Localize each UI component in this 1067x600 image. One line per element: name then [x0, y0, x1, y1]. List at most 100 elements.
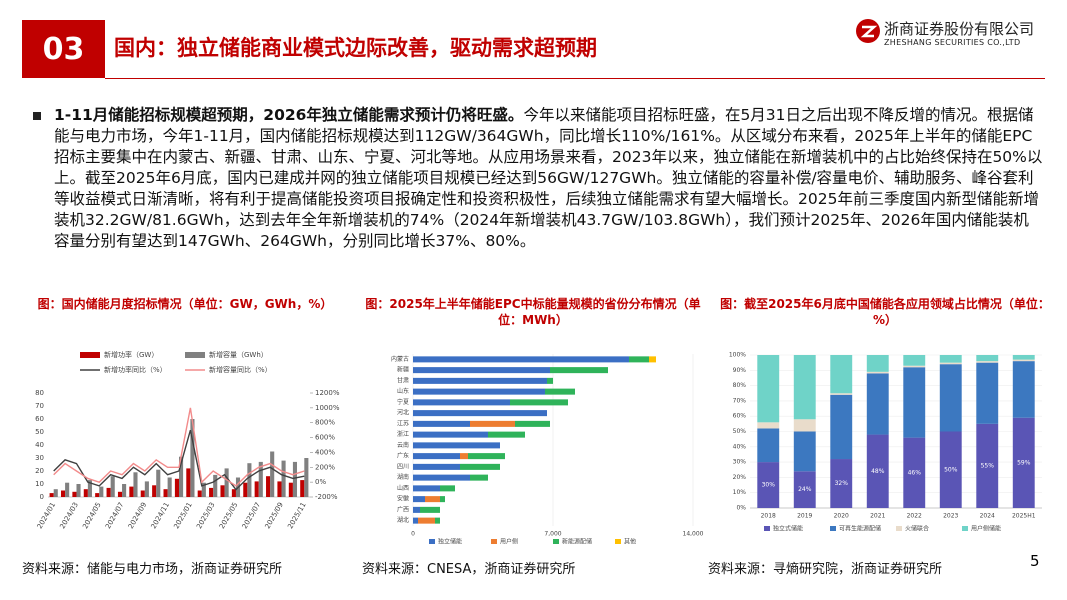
bar: [277, 481, 282, 497]
bar: [224, 468, 229, 497]
bar-segment: [413, 517, 418, 524]
bar-segment: [866, 371, 889, 374]
bar-segment: [830, 355, 853, 394]
y-tick-label: 100%: [729, 352, 746, 359]
paragraph-text: 今年以来储能项目招标旺盛，在5月31日之后出现不降反增的情况。根据储能与电力市场…: [54, 106, 1043, 250]
y-tick-label: 30%: [733, 459, 747, 466]
bar-segment: [413, 356, 629, 363]
bar-segment: [830, 394, 853, 460]
bar: [122, 484, 127, 497]
x-tick-label: 2025/01: [172, 501, 193, 530]
legend-label: 独立储能: [438, 538, 462, 546]
value-label: 59%: [1017, 459, 1031, 466]
bar-segment: [510, 399, 568, 406]
chart: 0 7,000 14,000 内蒙古新疆甘肃山东宁夏河北江苏浙江云南广东四川湖南山西安…: [391, 354, 704, 546]
body-text: 1-11月储能招标规模超预期，2026年独立储能需求预计仍将旺盛。今年以来储能项…: [54, 105, 1044, 252]
x-tick-label: 2025/07: [241, 501, 262, 530]
bar: [292, 461, 298, 497]
y2-tick-label: 400%: [315, 448, 335, 456]
bar: [133, 472, 138, 497]
bar-segment: [757, 422, 780, 429]
y-tick-label: 新疆: [397, 366, 409, 374]
bar-segment: [976, 355, 999, 362]
legend-label: 新增容量同比（%）: [209, 365, 272, 374]
bar: [288, 482, 293, 497]
bar: [99, 486, 104, 497]
bar-segment: [413, 485, 440, 492]
value-label: 32%: [835, 480, 849, 487]
logo-text-en: ZHESHANG SECURITIES CO.,LTD: [884, 38, 1021, 47]
y2-tick-label: 200%: [315, 463, 335, 471]
line: [53, 429, 305, 491]
y-tick-label: 0: [40, 493, 44, 501]
y-tick-label: 90%: [733, 367, 747, 374]
bar: [270, 451, 275, 497]
y-tick-label: 20%: [733, 474, 747, 481]
bar-segment: [460, 463, 500, 470]
bar: [281, 460, 286, 497]
bar-segment: [903, 365, 926, 368]
slide-title: 国内：独立储能商业模式边际改善，驱动需求超预期: [114, 36, 597, 60]
source-note: 资料来源：寻熵研究院，浙商证券研究所: [708, 562, 943, 577]
bar-segment: [903, 367, 926, 438]
bar: [49, 493, 54, 497]
bar-segment: [939, 431, 962, 508]
bar: [65, 482, 70, 497]
x-tick-label: 2019: [797, 513, 812, 520]
bar-segment: [649, 356, 656, 363]
y-tick-label: 山东: [397, 387, 409, 395]
bar-segment: [903, 355, 926, 366]
x-tick-label: 0: [411, 531, 415, 538]
legend-label: 用户侧: [500, 538, 518, 546]
y-tick-label: 20: [35, 467, 44, 475]
bar-segment: [413, 474, 470, 481]
logo-icon: [856, 19, 880, 43]
bar: [258, 461, 263, 497]
x-tick-label: 2021: [870, 513, 885, 520]
bar-segment: [545, 388, 575, 395]
x-tick-label: 2024/07: [104, 501, 125, 530]
y2-tick-label: 1000%: [315, 404, 340, 412]
chart-title: 图：2025年上半年储能EPC中标能量规模的省份分布情况（单位：MWh）: [365, 297, 701, 327]
legend-label: 新增容量（GWh）: [209, 350, 268, 359]
chart: 0 10 20 30 40 50 60 70 80 -200% 0% 200% 400% 600% 800%…: [35, 350, 340, 530]
bar: [117, 491, 123, 497]
bar-segment: [550, 367, 608, 374]
page-number: 5: [1030, 552, 1040, 570]
bar: [190, 419, 195, 497]
y2-tick-label: 600%: [315, 434, 335, 442]
x-tick-label: 2024: [980, 513, 995, 520]
bullet: [33, 112, 41, 120]
bar: [186, 468, 191, 497]
bar: [106, 487, 111, 497]
bar: [60, 490, 66, 497]
bar-segment: [413, 442, 500, 449]
y-tick-label: 湖南: [397, 473, 409, 481]
y-tick-label: 0%: [736, 505, 746, 512]
bar-segment: [413, 410, 547, 417]
bar: [179, 456, 184, 497]
x-tick-label: 14,000: [683, 531, 704, 538]
value-label: 30%: [762, 482, 776, 489]
bar-segment: [866, 355, 889, 372]
bar-segment: [629, 356, 649, 363]
bar-segment: [440, 496, 445, 503]
value-label: 48%: [871, 468, 885, 475]
bar-segment: [515, 420, 550, 427]
chart-title: 图：国内储能月度招标情况（单位：GW，GWh，%）: [37, 297, 333, 311]
bar: [201, 482, 206, 497]
bar-segment: [757, 428, 780, 463]
bar: [254, 481, 259, 497]
y-tick-label: 50%: [733, 428, 747, 435]
bar-segment: [418, 517, 435, 524]
y-tick-label: 10: [35, 480, 44, 488]
bar: [72, 491, 77, 497]
x-tick-label: 2025/05: [218, 501, 239, 530]
legend-swatch: [185, 352, 205, 358]
legend-swatch: [962, 526, 968, 531]
legend-swatch: [896, 526, 902, 531]
bar-segment: [976, 361, 999, 363]
bar-segment: [460, 453, 468, 460]
bar-segment: [830, 393, 853, 395]
bar-segment: [413, 367, 550, 374]
